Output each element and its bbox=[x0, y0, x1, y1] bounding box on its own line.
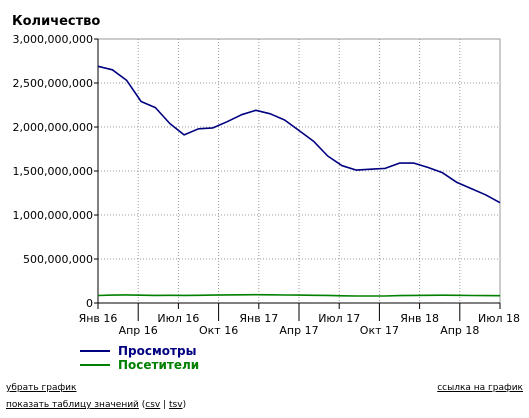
x-tick-label: Апр 16 bbox=[119, 324, 158, 337]
tsv-link[interactable]: tsv bbox=[169, 400, 183, 410]
series-layer bbox=[97, 65, 501, 297]
x-tick-label: Янв 16 bbox=[79, 312, 118, 325]
x-tick-label: Окт 16 bbox=[199, 324, 238, 337]
y-tick-label: 2,500,000,000 bbox=[13, 77, 93, 90]
y-tick-label: 1,000,000,000 bbox=[13, 209, 93, 222]
hide-chart-link[interactable]: убрать график bbox=[6, 383, 77, 393]
chart-link[interactable]: ссылка на график bbox=[437, 383, 523, 393]
y-axis: 0 500,000,000 1,000,000,000 1,500,000,000 2,… bbox=[13, 33, 99, 310]
x-tick-label: Июл 17 bbox=[318, 312, 360, 325]
series-line-visitors bbox=[97, 293, 501, 297]
x-tick-label: Апр 17 bbox=[279, 324, 318, 337]
chart: Количество 0 500,000,000 1,000,000,000 1,50… bbox=[12, 14, 520, 372]
show-table-link[interactable]: показать таблицу значений bbox=[6, 400, 139, 410]
y-tick-label: 3,000,000,000 bbox=[13, 33, 93, 46]
y-tick-label: 1,500,000,000 bbox=[13, 165, 93, 178]
x-tick-label: Июл 18 bbox=[478, 312, 520, 325]
chart-title: Количество bbox=[12, 14, 100, 29]
legend: Просмотры Посетители bbox=[80, 344, 199, 372]
y-tick-label: 2,000,000,000 bbox=[13, 121, 93, 134]
x-tick-label: Янв 18 bbox=[400, 312, 439, 325]
x-tick-label: Янв 17 bbox=[239, 312, 278, 325]
legend-label-views: Просмотры bbox=[118, 344, 196, 358]
csv-link[interactable]: csv bbox=[145, 400, 161, 410]
series-line-views bbox=[97, 65, 501, 204]
y-tick-label: 500,000,000 bbox=[23, 253, 93, 266]
legend-label-visitors: Посетители bbox=[118, 358, 199, 372]
x-tick-label: Июл 16 bbox=[157, 312, 199, 325]
table-links: показать таблицу значений (csv | tsv) bbox=[6, 400, 187, 410]
x-tick-label: Окт 17 bbox=[360, 324, 399, 337]
x-tick-label: Апр 18 bbox=[440, 324, 479, 337]
y-tick-label: 0 bbox=[86, 297, 93, 310]
